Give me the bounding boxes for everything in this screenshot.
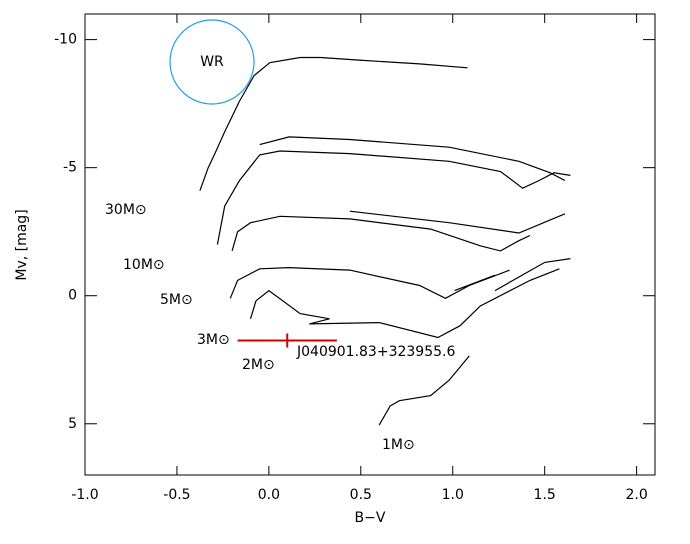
track-label: 1M⊙: [382, 437, 415, 453]
track: [199, 56, 468, 191]
track: [231, 210, 566, 252]
wr-label: WR: [200, 54, 224, 70]
wr-circle: [169, 19, 255, 105]
track-label: 3M⊙: [197, 332, 230, 348]
star-label: J040901.83+323955.6: [296, 344, 455, 360]
track: [378, 355, 470, 426]
track-label: 10M⊙: [123, 257, 165, 273]
x-tick-label: 2.0: [625, 487, 647, 503]
y-axis-label: Mv, [mag]: [14, 209, 30, 280]
y-tick-label: 5: [68, 416, 77, 432]
y-tick-label: -5: [63, 160, 77, 176]
x-tick-label: 1.5: [534, 487, 556, 503]
x-tick-label: 0.5: [350, 487, 372, 503]
x-tick-label: -0.5: [163, 487, 190, 503]
x-tick-label: 0.0: [258, 487, 280, 503]
track: [216, 136, 571, 245]
x-axis-label: B−V: [355, 510, 386, 526]
y-tick-label: -10: [54, 32, 77, 48]
track-label: 30M⊙: [105, 202, 147, 218]
plot-frame: [84, 13, 656, 476]
x-tick-label: 1.0: [442, 487, 464, 503]
track-label: 2M⊙: [242, 357, 275, 373]
y-tick-label: 0: [68, 288, 77, 304]
x-tick-label: -1.0: [71, 487, 98, 503]
track-label: 5M⊙: [160, 292, 193, 308]
track: [229, 258, 571, 299]
track: [249, 268, 560, 339]
